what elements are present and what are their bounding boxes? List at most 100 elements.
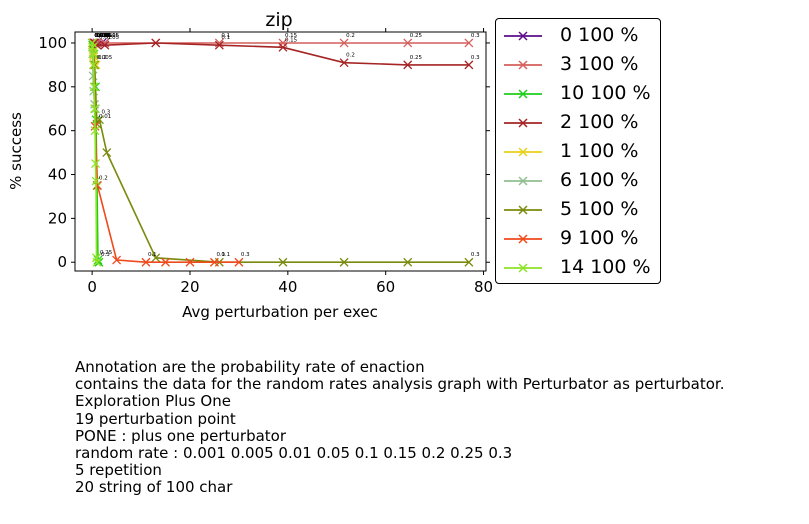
annotation-layer: 0.0010.0050.010.050.10.150.0010.0050.010… (94, 33, 480, 258)
point-annotation: 0.001 (95, 33, 111, 39)
legend-swatch-icon (504, 147, 542, 157)
caption-line: Annotation are the probability rate of e… (75, 358, 425, 376)
point-annotation: 0.3 (471, 252, 480, 258)
data-point-marker (91, 159, 101, 169)
point-annotation: 0.3 (101, 252, 110, 258)
point-annotation: 0.1 (216, 252, 225, 258)
legend-label: 0 100 % (560, 24, 639, 46)
y-axis-label: % success (7, 112, 25, 190)
data-point-marker (151, 253, 161, 263)
legend-label: 6 100 % (560, 169, 639, 191)
caption-line: Exploration Plus One (75, 392, 231, 411)
data-point-marker (403, 38, 413, 48)
legend-item: 3 100 % (496, 51, 662, 80)
series-layer (87, 38, 474, 267)
data-point-marker (91, 176, 101, 186)
legend-swatch-icon (504, 60, 542, 70)
caption-line: 5 repetition (75, 461, 162, 480)
data-point-marker (214, 40, 224, 50)
point-annotation: 0.005 (97, 33, 113, 39)
point-annotation: 0.3 (101, 110, 110, 116)
y-axis-ticks: 0 20 40 60 80 100 (38, 34, 490, 271)
legend-item: 14 100 % (496, 254, 662, 283)
point-annotation: 0.001 (94, 33, 110, 39)
data-point-marker (92, 257, 102, 267)
caption-line: 19 perturbation point (75, 409, 236, 428)
y-tick-label: 0 (57, 253, 67, 271)
caption: Annotation are the probability rate of e… (75, 358, 725, 497)
legend-item: 1 100 % (496, 138, 662, 167)
legend-item: 5 100 % (496, 196, 662, 225)
point-annotation: 0.1 (221, 252, 230, 258)
data-point-marker (339, 58, 349, 68)
data-point-marker (185, 257, 195, 267)
point-annotation: 0.1 (221, 33, 230, 39)
data-point-marker (151, 38, 161, 48)
point-annotation: 0.25 (410, 55, 423, 61)
data-point-marker (403, 257, 413, 267)
y-tick-label: 60 (48, 122, 67, 140)
point-annotation: 0.15 (107, 33, 120, 39)
series-line (91, 42, 239, 264)
point-annotation: 0.2 (346, 53, 355, 59)
caption-line: random rate : 0.001 0.005 0.01 0.05 0.1 … (75, 444, 513, 463)
point-annotation: 0.1 (148, 252, 157, 258)
point-annotation: 0.001 (95, 33, 111, 39)
point-annotation: 0.25 (410, 33, 423, 39)
data-point-marker (278, 38, 288, 48)
point-annotation: 0.2 (98, 55, 107, 61)
legend-swatch-icon (504, 31, 542, 41)
legend-swatch-icon (504, 263, 542, 273)
legend: 0 100 % 3 100 % 10 100 % 2 100 % 1 100 % 6 10… (495, 18, 661, 284)
legend-item: 6 100 % (496, 167, 662, 196)
legend-swatch-icon (504, 176, 542, 186)
chart-title: zip (265, 9, 292, 31)
point-annotation: 0.15 (285, 33, 298, 39)
x-tick-label: 40 (278, 278, 297, 296)
point-annotation: 0.005 (97, 33, 113, 39)
point-annotation: 0.3 (471, 55, 480, 61)
y-tick-label: 40 (48, 166, 67, 184)
point-annotation: 0.2 (346, 33, 355, 39)
y-tick-label: 20 (48, 209, 67, 227)
data-point-marker (89, 60, 99, 70)
data-point-marker (464, 38, 474, 48)
point-annotation: 0.15 (285, 37, 298, 43)
legend-swatch-icon (504, 118, 542, 128)
caption-line: contains the data for the random rates a… (75, 375, 725, 394)
x-axis-ticks: 0 20 40 60 80 (87, 28, 493, 296)
x-tick-label: 20 (180, 278, 199, 296)
point-annotation: 0.01 (97, 33, 109, 39)
legend-swatch-icon (504, 234, 542, 244)
data-point-marker (209, 257, 219, 267)
data-point-marker (403, 60, 413, 70)
data-point-marker (339, 257, 349, 267)
point-annotation: 0.01 (99, 33, 111, 39)
point-annotation: 0.05 (107, 35, 120, 41)
point-annotation: 0.1 (221, 35, 230, 41)
point-annotation: 0.001 (94, 33, 110, 39)
legend-swatch-icon (504, 205, 542, 215)
point-annotation: 0.005 (96, 33, 112, 39)
legend-item: 9 100 % (496, 225, 662, 254)
legend-label: 5 100 % (560, 198, 639, 220)
data-point-marker (90, 104, 100, 114)
x-axis-label: Avg perturbation per exec (182, 303, 378, 321)
data-point-marker (112, 255, 122, 265)
legend-label: 1 100 % (560, 140, 639, 162)
data-point-marker (100, 40, 110, 50)
data-point-marker (278, 42, 288, 52)
series-7 (88, 38, 244, 267)
legend-label: 14 100 % (560, 256, 651, 278)
data-point-marker (141, 257, 151, 267)
x-tick-label: 60 (376, 278, 395, 296)
y-tick-label: 100 (38, 34, 67, 52)
point-annotation: 0.001 (95, 33, 111, 39)
legend-label: 10 100 % (560, 82, 651, 104)
point-annotation: 0.3 (241, 252, 250, 258)
data-point-marker (95, 115, 104, 125)
point-annotation: 0.001 (95, 33, 111, 39)
point-annotation: 0.05 (107, 33, 120, 39)
data-point-marker (278, 257, 288, 267)
legend-item: 2 100 % (496, 109, 662, 138)
